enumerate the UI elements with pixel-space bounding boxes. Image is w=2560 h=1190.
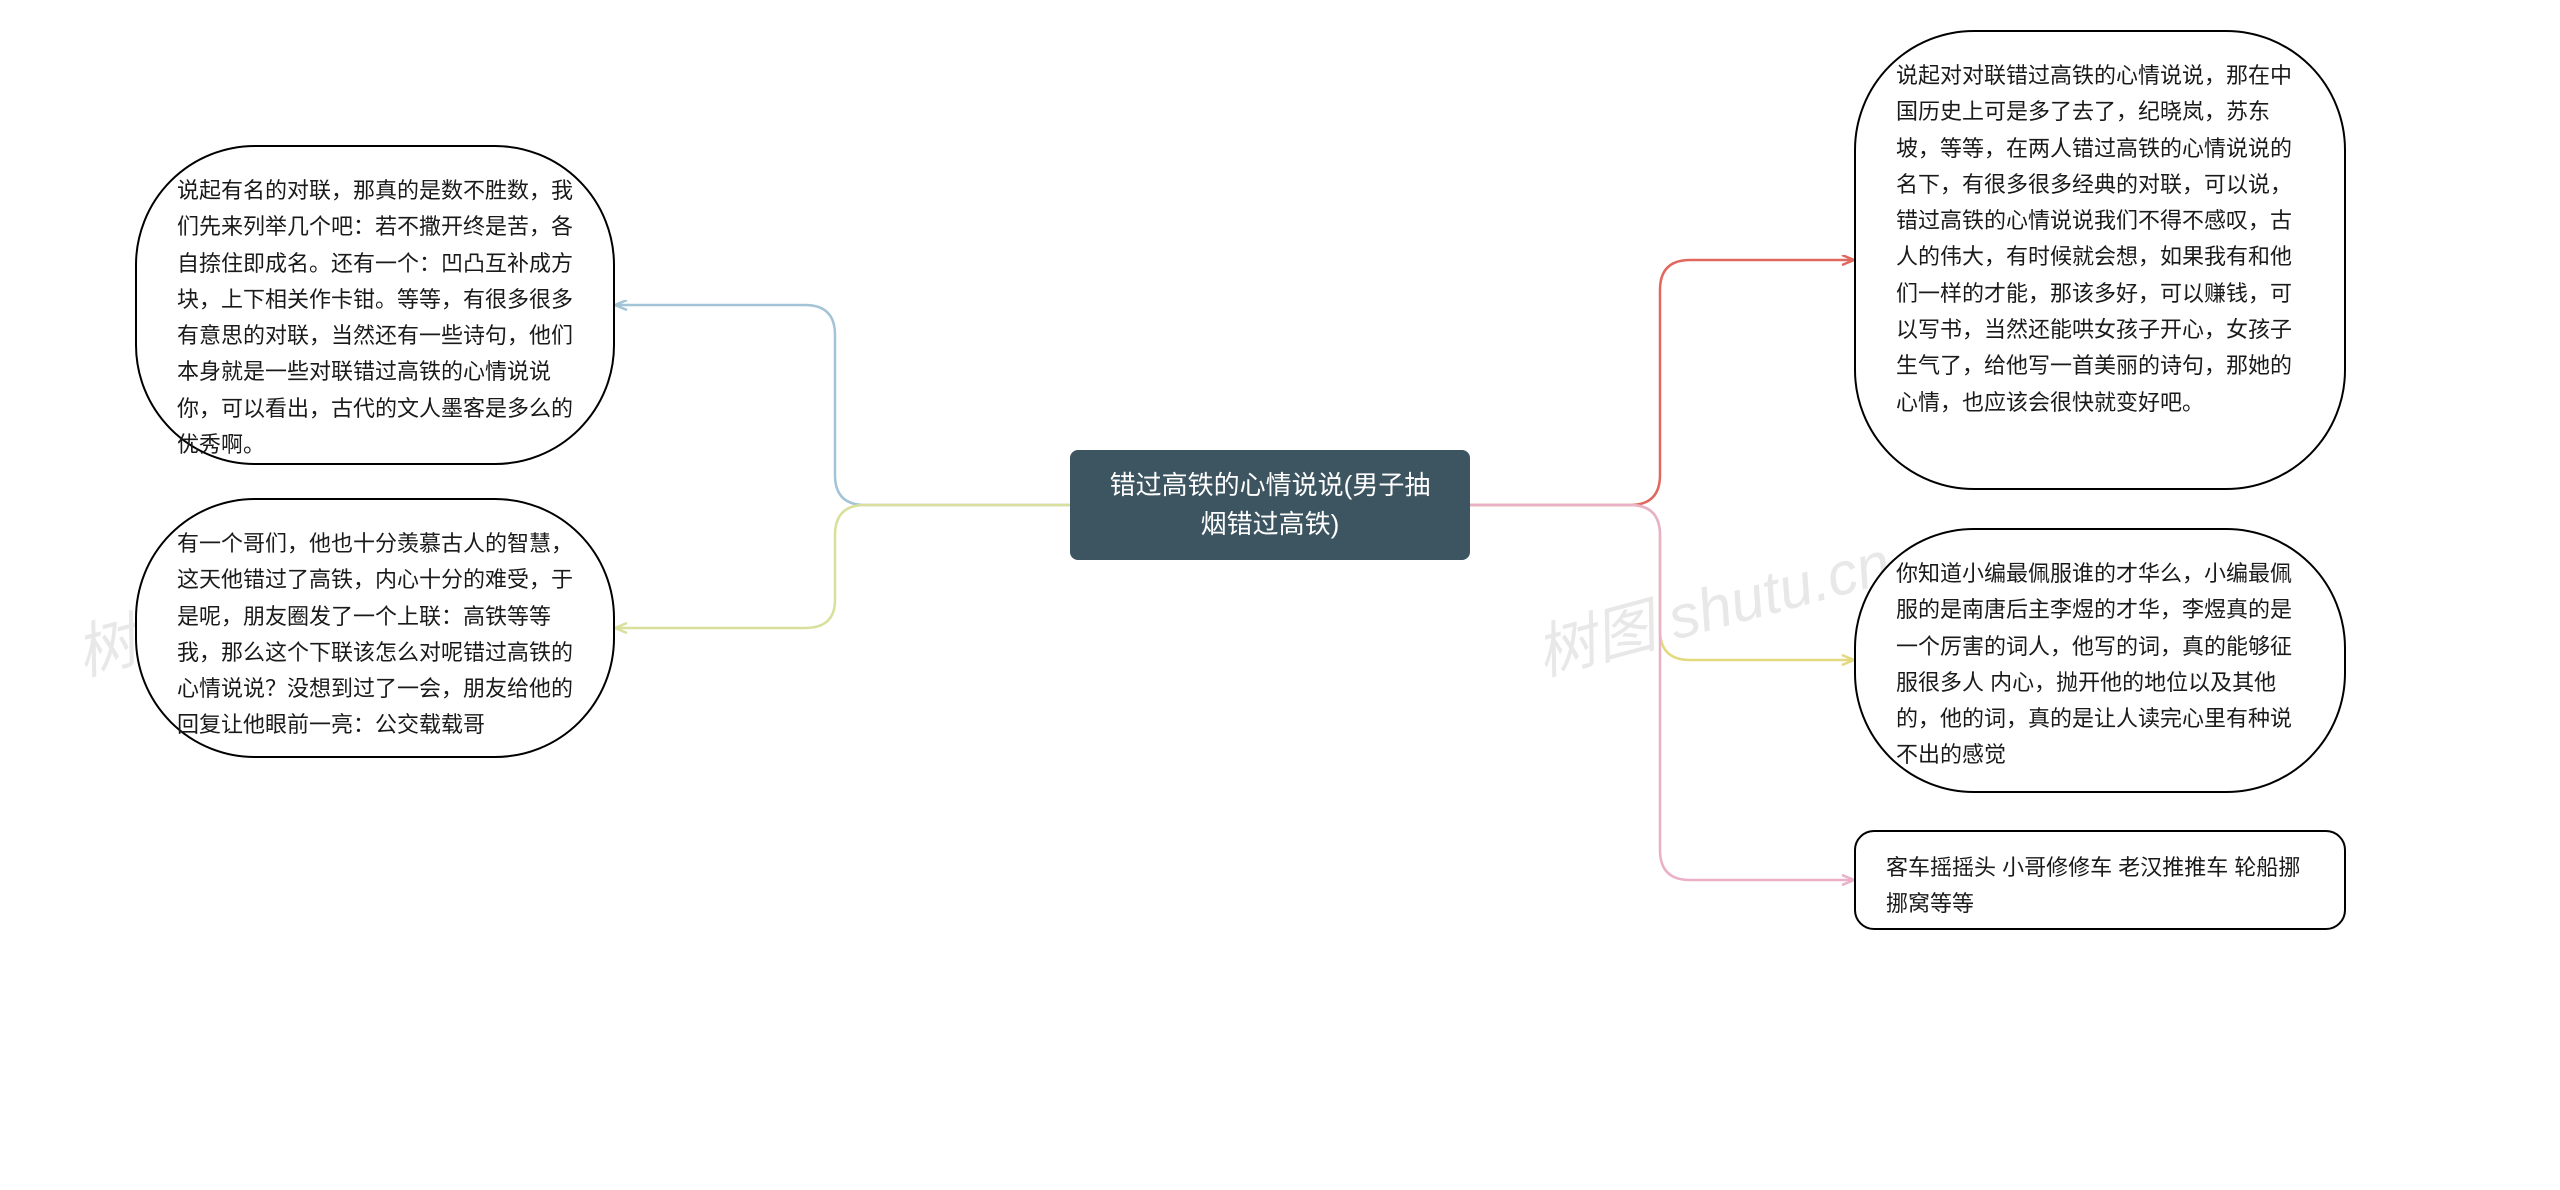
connector-left2 (615, 500, 1075, 640)
right-node-2-text: 你知道小编最佩服谁的才华么，小编最佩服的是南唐后主李煜的才华，李煜真的是一个厉害… (1896, 561, 2292, 767)
watermark: 树图 shutu.cn (1525, 514, 1899, 692)
right-node-3-text: 客车摇摇头 小哥修修车 老汉推推车 轮船挪挪窝等等 (1886, 855, 2300, 916)
left-node-1: 说起有名的对联，那真的是数不胜数，我们先来列举几个吧：若不撒开终是苦，各自捺住即… (135, 145, 615, 465)
left-node-2-text: 有一个哥们，他也十分羡慕古人的智慧，这天他错过了高铁，内心十分的难受，于是呢，朋… (177, 531, 573, 737)
left-node-2: 有一个哥们，他也十分羡慕古人的智慧，这天他错过了高铁，内心十分的难受，于是呢，朋… (135, 498, 615, 758)
right-node-1: 说起对对联错过高铁的心情说说，那在中国历史上可是多了去了，纪晓岚，苏东坡，等等，… (1854, 30, 2346, 490)
central-node-text: 错过高铁的心情说说(男子抽烟错过高铁) (1098, 466, 1442, 544)
central-node: 错过高铁的心情说说(男子抽烟错过高铁) (1070, 450, 1470, 560)
left-node-1-text: 说起有名的对联，那真的是数不胜数，我们先来列举几个吧：若不撒开终是苦，各自捺住即… (177, 178, 573, 457)
right-node-2: 你知道小编最佩服谁的才华么，小编最佩服的是南唐后主李煜的才华，李煜真的是一个厉害… (1854, 528, 2346, 793)
connector-right2 (1470, 500, 1860, 670)
right-node-3: 客车摇摇头 小哥修修车 老汉推推车 轮船挪挪窝等等 (1854, 830, 2346, 930)
connector-left1 (615, 300, 1075, 515)
connector-right1 (1470, 255, 1860, 515)
right-node-1-text: 说起对对联错过高铁的心情说说，那在中国历史上可是多了去了，纪晓岚，苏东坡，等等，… (1896, 63, 2292, 415)
connector-right3 (1470, 500, 1860, 890)
